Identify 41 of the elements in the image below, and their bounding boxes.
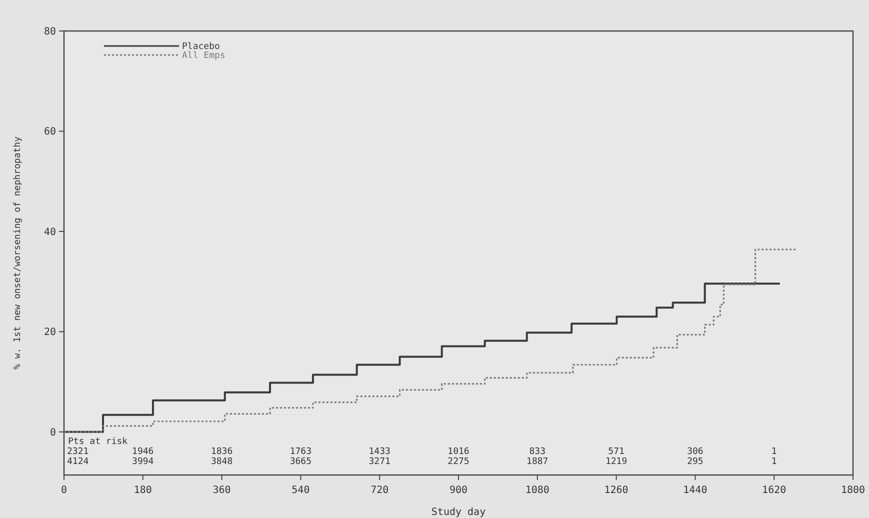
y-tick-label: 0 xyxy=(50,427,56,438)
y-tick-label: 60 xyxy=(44,126,56,138)
annotation: 1016 xyxy=(448,446,470,457)
x-tick-label: 360 xyxy=(212,485,231,496)
annotation: 3848 xyxy=(210,456,233,467)
annotation: 1946 xyxy=(132,446,154,457)
annotation: 3994 xyxy=(132,456,154,467)
annotation: 1887 xyxy=(526,456,548,467)
annotation: 1433 xyxy=(368,446,390,457)
text: Placebo xyxy=(182,42,220,52)
x-tick-label: 900 xyxy=(449,485,468,496)
y-tick-label: 80 xyxy=(44,26,56,38)
annotation: 295 xyxy=(687,456,704,467)
x-tick-label: 1440 xyxy=(683,485,708,496)
y-tick-label: 40 xyxy=(44,226,56,238)
x-tick-label: 0 xyxy=(60,485,68,496)
annotation: 1219 xyxy=(605,456,628,467)
annotation: 1763 xyxy=(290,446,312,457)
x-tick-label: 180 xyxy=(134,485,152,496)
x-axis-title: Study day xyxy=(431,507,486,518)
annotation: 571 xyxy=(608,446,624,457)
annotation: 1836 xyxy=(210,446,233,457)
x-tick-label: 720 xyxy=(370,485,389,496)
y-axis-title: % w. 1st new onset/worsening of nephropathy xyxy=(13,136,23,370)
annotation: 3271 xyxy=(368,456,390,467)
annotation: 2275 xyxy=(448,456,470,467)
x-tick-label: 1620 xyxy=(762,485,786,496)
annotation: 2321 xyxy=(67,446,89,457)
annotation: 1 xyxy=(771,446,777,457)
annotation: 306 xyxy=(687,446,704,457)
y-tick-label: 20 xyxy=(44,327,56,338)
x-tick-label: 1080 xyxy=(525,485,550,496)
x-tick-label: 1260 xyxy=(604,485,628,496)
x-tick-label: 540 xyxy=(292,485,310,496)
annotation: 1 xyxy=(771,456,777,467)
text: All Emps xyxy=(182,51,226,62)
annotation: 3665 xyxy=(290,456,312,467)
x-tick-label: 1800 xyxy=(840,485,866,496)
annotation: 833 xyxy=(529,446,546,457)
annotation: 4124 xyxy=(67,456,89,467)
annotation: Pts at risk xyxy=(68,436,128,447)
